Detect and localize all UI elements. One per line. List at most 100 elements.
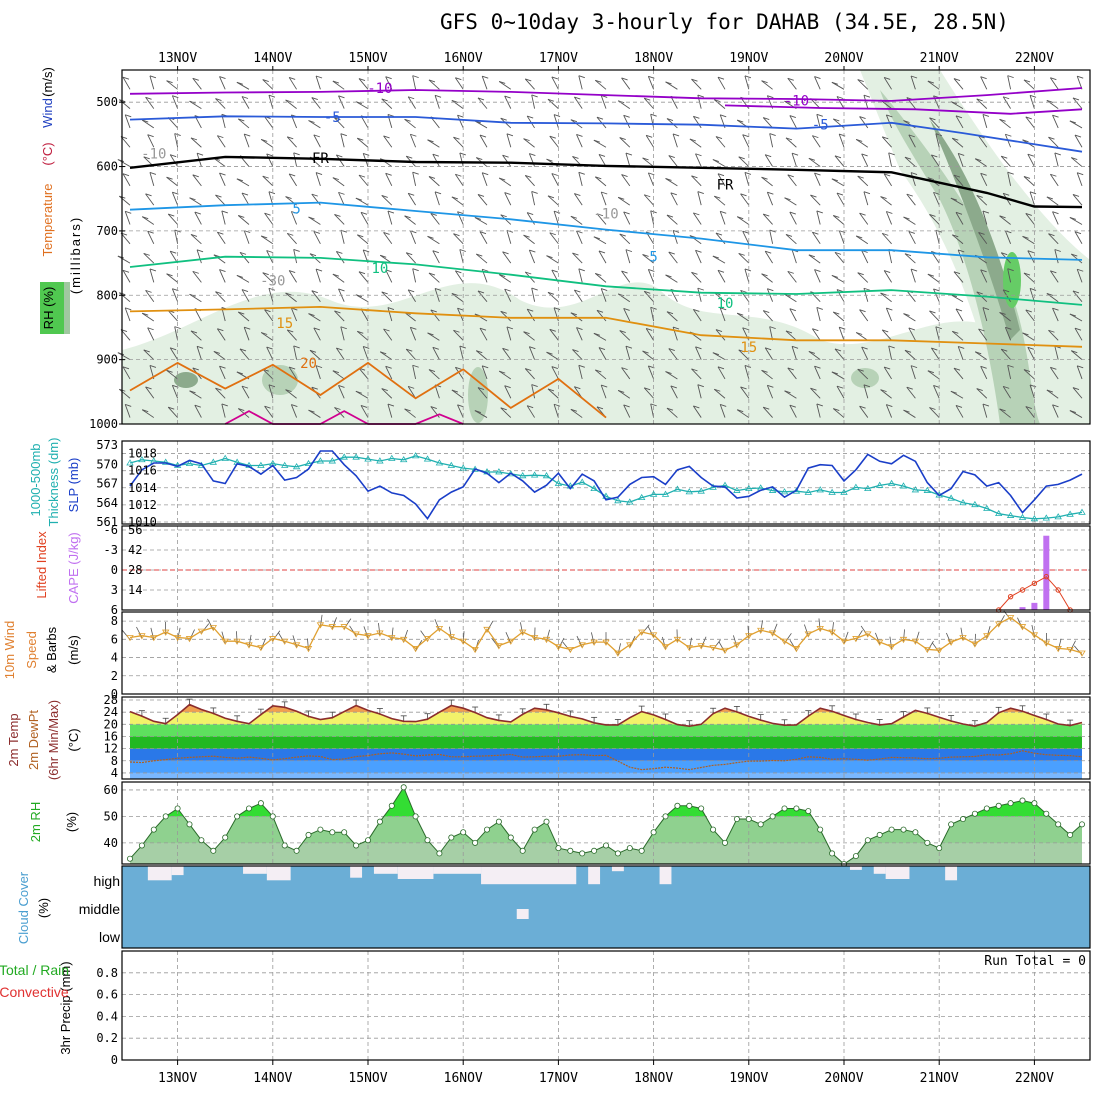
wind-barb-flag — [194, 211, 201, 215]
wind-barb — [434, 384, 440, 399]
wind-barb — [814, 76, 821, 90]
wind-barb — [171, 385, 179, 399]
wind-barb-flag — [665, 274, 672, 278]
wind-barb — [957, 153, 964, 167]
rh-area-high — [130, 787, 1082, 817]
y-tick-label: 42 — [128, 543, 142, 557]
wind-barb-flag — [784, 197, 791, 201]
wind-barb-flag — [1027, 153, 1034, 157]
wind-barb — [553, 404, 559, 418]
wind-barb — [951, 330, 964, 341]
wind-barb-flag — [910, 75, 918, 79]
wind-speed-point — [554, 644, 563, 651]
wind-barb — [286, 136, 297, 148]
wind-speed-point — [840, 638, 848, 645]
wind-barb-flag — [814, 172, 821, 176]
wind-barb — [717, 76, 726, 90]
rh-point — [805, 808, 812, 815]
wind-barb — [167, 310, 178, 322]
wind-barb-flag — [672, 326, 680, 330]
wind-barb — [430, 309, 440, 322]
wind-barb-flag — [527, 212, 534, 216]
contour-label: -30 — [260, 273, 285, 289]
wind-barb — [927, 80, 940, 90]
wind-barb — [831, 371, 845, 380]
thickness-point — [352, 453, 360, 460]
y-tick-label: 500 — [96, 95, 118, 109]
wind-speed-point — [518, 629, 527, 636]
wind-speed-point — [697, 643, 705, 650]
wind-barb — [474, 313, 488, 322]
rh-point — [674, 802, 681, 809]
wind-barb-flag — [578, 364, 585, 368]
wind-barb — [623, 211, 631, 225]
wind-barb — [117, 255, 131, 264]
wind-barb-flag — [976, 388, 983, 391]
wind-barb-flag — [551, 366, 558, 370]
wind-barb — [910, 268, 916, 283]
wind-barb-flag — [769, 326, 776, 330]
thickness-point — [340, 453, 348, 460]
wind-barb-flag — [360, 405, 368, 408]
wind-barb — [766, 385, 774, 399]
wind-barb-flag — [1046, 196, 1054, 200]
wind-barb — [293, 345, 298, 360]
wind-barb — [740, 290, 750, 302]
wind-barb — [1007, 365, 1012, 380]
rh-point — [174, 805, 181, 812]
wind-barb-flag — [715, 232, 723, 236]
wind-barb-flag — [1050, 77, 1057, 81]
wind-barb — [481, 172, 488, 187]
wind-barb — [166, 176, 178, 187]
wind-barb-flag — [432, 346, 439, 350]
rh-point — [579, 850, 586, 857]
wind-barb-flag — [172, 95, 179, 99]
wind-barb-flag — [241, 289, 249, 293]
wind-barb — [593, 236, 607, 245]
wind-barb-flag — [1022, 139, 1029, 143]
wind-barb-flag — [1025, 116, 1032, 120]
y-tick-label: 16 — [104, 729, 118, 743]
wind-barb-flag — [549, 232, 556, 236]
wind-barb-flag — [553, 210, 561, 214]
thickness-point — [828, 488, 836, 495]
rh-point — [829, 850, 836, 857]
wind-barb — [1048, 136, 1059, 148]
wind-speed-point — [245, 642, 253, 649]
wind-barb — [404, 312, 416, 322]
wind-speed-point — [875, 639, 884, 646]
wind-barb — [906, 290, 916, 302]
wind-barb — [578, 365, 583, 380]
wind-barb-flag — [219, 172, 226, 176]
wind-barb-flag — [308, 120, 315, 123]
wind-barb — [169, 154, 178, 167]
y-tick-label: 14 — [128, 583, 142, 597]
wind-barb — [576, 327, 583, 341]
wind-barb — [666, 214, 678, 225]
wind-barb-flag — [572, 156, 579, 159]
wind-barb — [1025, 309, 1035, 322]
wind-barb-flag — [482, 75, 489, 79]
contour-label: -10 — [141, 147, 166, 163]
wind-barb-flag — [761, 176, 768, 180]
wind-barb — [619, 330, 631, 341]
wind-barb — [190, 330, 202, 341]
y-tick-label: 564 — [96, 496, 118, 510]
wind-barb — [625, 152, 631, 167]
wind-barb — [315, 365, 321, 380]
wind-barb-flag — [982, 210, 990, 214]
wind-barb — [665, 274, 678, 283]
wind-barb-flag — [145, 96, 152, 100]
wind-barb — [838, 133, 845, 148]
wind-barb-flag — [383, 135, 390, 139]
wind-barb — [903, 409, 916, 418]
wind-barb-flag — [117, 255, 125, 259]
wind-barb-flag — [1025, 213, 1032, 216]
wind-barb-flag — [427, 139, 434, 143]
wind-barb-flag — [691, 78, 698, 82]
rh-point — [531, 826, 538, 833]
wind-barb — [260, 235, 274, 245]
wind-barb — [980, 173, 988, 187]
wind-barb — [1072, 387, 1083, 399]
wind-barb — [118, 195, 131, 206]
